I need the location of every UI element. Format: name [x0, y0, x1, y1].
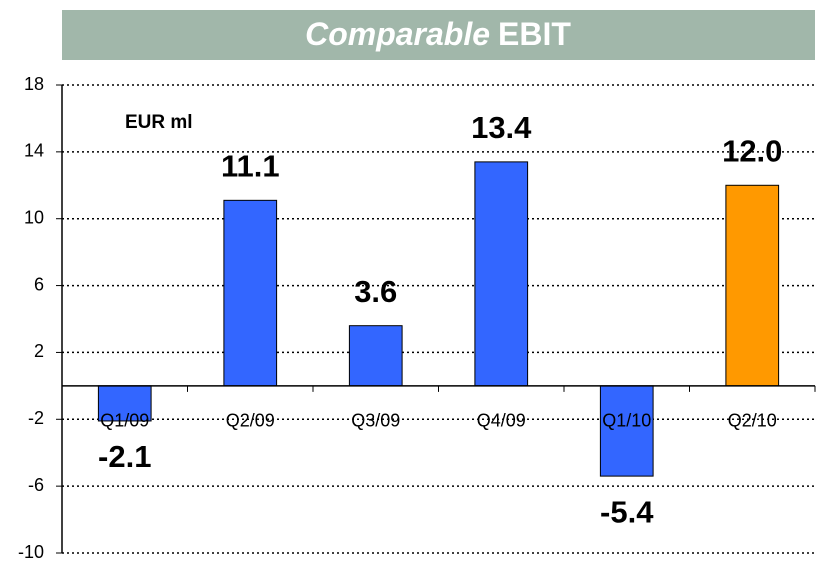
y-tick-label: -6 [28, 475, 44, 495]
bar [599, 385, 654, 477]
y-tick-label: 14 [24, 141, 44, 161]
x-tick-label: Q1/09 [100, 411, 149, 431]
chart-title: Comparable EBIT [305, 16, 571, 52]
title-bold: EBIT [498, 16, 571, 52]
bar [97, 385, 152, 422]
value-label: -2.1 [98, 439, 151, 474]
title-band [62, 10, 815, 60]
y-tick-label: -2 [28, 408, 44, 428]
x-tick-label: Q2/09 [226, 411, 275, 431]
y-tick-label: 18 [24, 74, 44, 94]
x-tick-label: Q1/10 [602, 411, 651, 431]
x-tick-label: Q4/09 [477, 411, 526, 431]
value-label: 3.6 [354, 274, 397, 309]
bar [223, 199, 278, 387]
value-label: 11.1 [221, 149, 280, 184]
y-tick-label: 10 [24, 207, 44, 227]
value-label: 13.4 [471, 110, 532, 145]
bar [474, 161, 529, 387]
y-tick-label: -10 [18, 542, 44, 562]
x-tick-label: Q2/10 [728, 411, 777, 431]
x-tick-label: Q3/09 [351, 411, 400, 431]
value-label: 12.0 [722, 133, 782, 168]
title-italic: Comparable [305, 16, 490, 52]
bar [348, 325, 403, 387]
bar [725, 184, 780, 387]
value-label: -5.4 [600, 494, 654, 529]
y-tick-label: 2 [34, 341, 44, 361]
y-tick-label: 6 [34, 274, 44, 294]
unit-label: EUR ml [125, 112, 193, 133]
